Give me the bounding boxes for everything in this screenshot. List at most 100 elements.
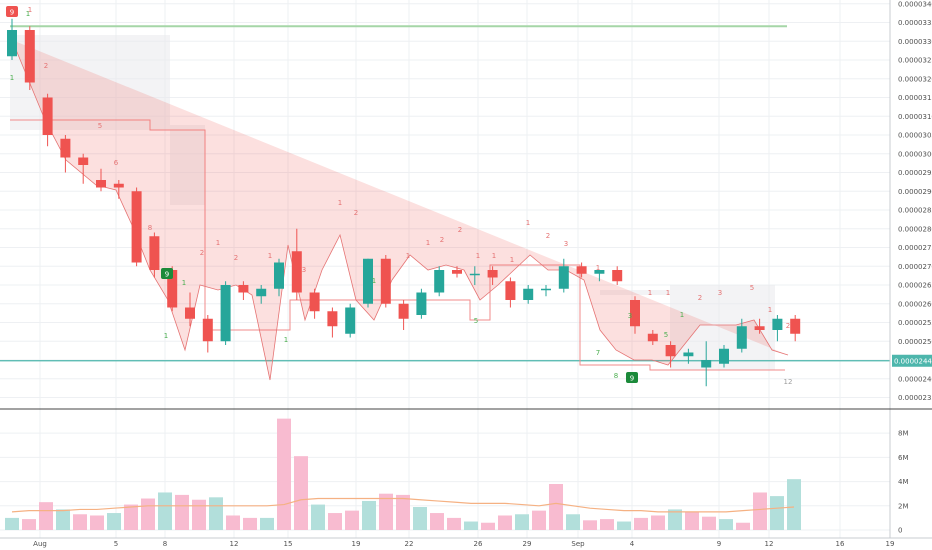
time-tick-label: 19 [886, 540, 895, 548]
sell-setup-bubble [6, 6, 18, 17]
candle-body [42, 97, 53, 135]
volume-bar [277, 418, 291, 530]
volume-bar [56, 509, 70, 530]
candle-body [594, 270, 605, 274]
td-sell-count: 2 [458, 226, 462, 234]
time-tick-label: 5 [114, 540, 118, 548]
td-sell-count: 2 [234, 254, 238, 262]
candle-body [647, 333, 658, 342]
volume-bar [90, 515, 104, 530]
price-tick-label: 0.00002600 [898, 300, 932, 308]
price-tick-label: 0.00002850 [898, 207, 932, 215]
candle-body [469, 273, 480, 276]
volume-bar [362, 500, 376, 530]
td-setup-zone [170, 125, 205, 205]
td-buy-count: 3 [628, 312, 632, 320]
candle-body [220, 285, 231, 342]
volume-bar [311, 504, 325, 530]
volume-bar [583, 520, 597, 530]
candle-body [60, 138, 71, 158]
candle-body [274, 262, 284, 289]
candle-body [434, 270, 445, 293]
price-tick-label: 0.00002500 [898, 338, 932, 346]
td-setup-zone [10, 125, 170, 130]
price-tick-label: 0.00002900 [898, 188, 932, 196]
time-tick-label: 8 [163, 540, 167, 548]
volume-bar [617, 521, 631, 530]
candle-body [665, 345, 676, 357]
price-tick-label: 0.00002400 [898, 375, 932, 383]
candle-body [202, 318, 213, 342]
buy-setup-bubble-label: 9 [165, 271, 169, 279]
volume-bar [175, 494, 189, 530]
volume-bar [396, 494, 410, 530]
td-sell-count: 1 [426, 239, 430, 247]
candle-body [558, 266, 569, 289]
volume-bar [328, 513, 342, 530]
price-tick-label: 0.00003000 [898, 150, 932, 158]
volume-bar [464, 521, 478, 530]
price-tick-label: 0.00002650 [898, 282, 932, 290]
volume-bar [447, 517, 461, 530]
td-buy-count: 8 [614, 372, 618, 380]
volume-bar [651, 515, 665, 530]
volume-bar [549, 484, 563, 530]
candle-body [772, 318, 783, 330]
td-sell-count: 1 [338, 199, 342, 207]
td-sell-count: 1 [492, 252, 496, 260]
volume-bar [260, 517, 274, 530]
td-sell-count: 1 [28, 6, 32, 14]
price-tick-label: 0.00003300 [898, 38, 932, 46]
td-sell-count: 1 [476, 252, 480, 260]
td-sell-count: 1 [268, 252, 272, 260]
time-tick-label: 26 [474, 540, 483, 548]
td-sell-count: 2 [354, 209, 358, 217]
td-sell-count: 1 [648, 289, 652, 297]
volume-bar [685, 511, 699, 530]
candle-body [452, 270, 462, 274]
volume-bar [379, 493, 393, 530]
candle-body [790, 318, 801, 334]
volume-bar [158, 492, 172, 530]
buy-setup-bubble-label: 9 [630, 375, 634, 383]
candle-body [523, 288, 534, 300]
indicator-lines [0, 25, 890, 381]
zigzag-envelope [11, 39, 789, 381]
td-sell-count: 2 [44, 62, 48, 70]
candle-body [345, 307, 356, 334]
td-buy-count: 1 [372, 277, 376, 285]
td-sell-count: 1 [510, 256, 514, 264]
price-tick-label: 0.00003150 [898, 94, 932, 102]
td-buy-count: 1 [680, 311, 684, 319]
volume-bar [124, 504, 138, 530]
td-sell-count: 1 [406, 252, 410, 260]
volume-bar [430, 513, 444, 530]
time-tick-label: 15 [284, 540, 293, 548]
volume-bar [515, 514, 529, 530]
td-setup-zone [600, 290, 670, 295]
volume-series [5, 418, 801, 530]
td-sell-count: 5 [750, 284, 754, 292]
candle-body [291, 251, 302, 293]
volume-bar [532, 510, 546, 530]
td-buy-count: 5 [474, 317, 478, 325]
time-tick-label: 16 [836, 540, 845, 548]
volume-bar [770, 496, 784, 530]
time-tick-label: 12 [230, 540, 239, 548]
td-buy-count: 5 [664, 331, 668, 339]
price-tick-label: 0.00003200 [898, 75, 932, 83]
candle-body [96, 180, 106, 188]
candle-body [131, 191, 142, 263]
sell-setup-bubble-label: 9 [10, 9, 14, 17]
volume-bar [787, 479, 801, 530]
time-tick-label: 19 [352, 540, 361, 548]
td-sell-count: 2 [440, 236, 444, 244]
candle-body [327, 311, 338, 327]
volume-bar [294, 456, 308, 530]
volume-bar [141, 498, 155, 530]
candle-body [541, 288, 551, 291]
td-sell-count: 3 [564, 240, 568, 248]
time-tick-label: 9 [717, 540, 721, 548]
